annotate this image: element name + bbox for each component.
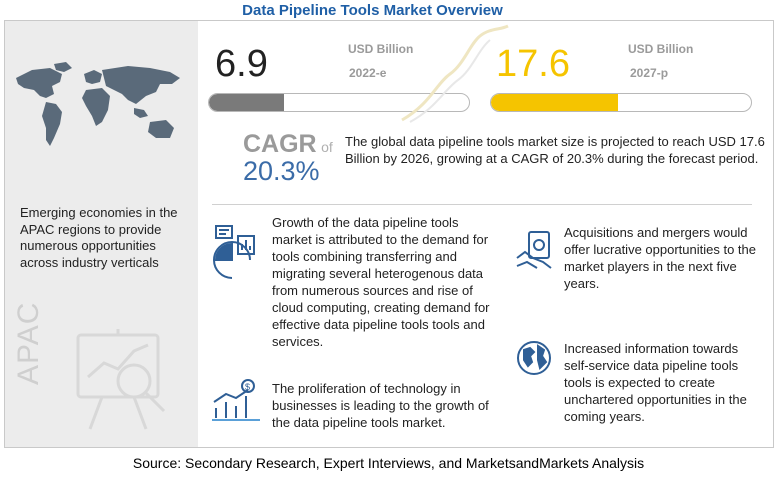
svg-text:$: $: [245, 382, 250, 392]
progress-bar-2027: [490, 93, 752, 112]
content-frame: [4, 20, 774, 448]
source-note: Source: Secondary Research, Expert Inter…: [132, 455, 645, 471]
money-hand-icon: [516, 231, 552, 269]
apac-region-label: APAC: [12, 301, 45, 385]
market-year-2022: 2022-e: [349, 66, 387, 80]
page-title: Data Pipeline Tools Market Overview: [242, 2, 503, 19]
cagr-heading: CAGR of: [243, 130, 333, 159]
market-value-2027: 17.6: [496, 43, 570, 85]
analytics-board-icon: [76, 329, 166, 430]
data-analytics-icon: [213, 225, 255, 279]
progress-bar-2022: [208, 93, 470, 112]
market-year-2027: 2027-p: [630, 66, 669, 80]
progress-fill-2022: [209, 94, 285, 111]
decorative-wave: [401, 24, 509, 123]
divider: [212, 204, 752, 205]
insight-2-text: The proliferation of technology in busin…: [272, 381, 489, 430]
left-panel-text: Emerging economies in the APAC regions t…: [20, 205, 178, 270]
market-unit-2027: USD Billion: [628, 42, 694, 56]
cagr-of: of: [321, 139, 333, 155]
cagr-label: CAGR: [243, 130, 317, 158]
market-value-2022: 6.9: [215, 43, 268, 85]
progress-fill-2027: [491, 94, 619, 111]
insight-1-text: Growth of the data pipeline tools market…: [272, 215, 490, 349]
money-growth-icon: $: [212, 379, 260, 421]
market-unit-2022: USD Billion: [348, 42, 414, 56]
market-summary: The global data pipeline tools market si…: [345, 134, 765, 166]
insight-4-text: Increased information towards self-servi…: [564, 341, 747, 424]
cagr-value: 20.3%: [243, 156, 320, 186]
world-map-icon: [16, 62, 180, 146]
globe-icon: [517, 341, 551, 375]
insight-3-text: Acquisitions and mergers would offer luc…: [564, 225, 756, 291]
